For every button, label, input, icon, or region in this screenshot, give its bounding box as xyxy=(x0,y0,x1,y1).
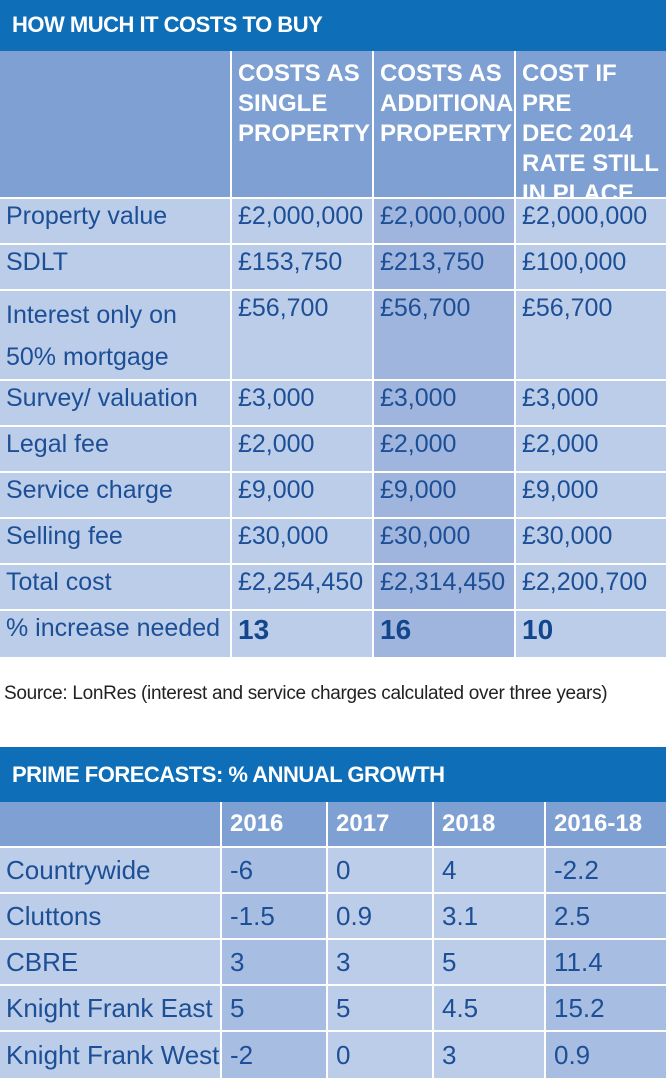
forecast-table-header-row: 2016 2017 2018 2016-18 xyxy=(0,802,666,848)
row-label: % increase needed xyxy=(0,611,232,657)
forecast-header-2016: 2016 xyxy=(222,802,328,846)
forecast-header-2018: 2018 xyxy=(434,802,546,846)
costs-header-additional: COSTS AS ADDITIONAL PROPERTY xyxy=(374,51,516,197)
table-row: Survey/ valuation £3,000 £3,000 £3,000 xyxy=(0,381,666,427)
forecast-table: PRIME FORECASTS: % ANNUAL GROWTH 2016 20… xyxy=(0,747,666,1078)
row-label: CBRE xyxy=(0,940,222,984)
forecast-header-blank xyxy=(0,802,222,846)
source-note: Source: LonRes (interest and service cha… xyxy=(4,683,608,704)
cell-value: £2,254,450 xyxy=(232,565,374,609)
cell-value: 3 xyxy=(222,940,328,984)
row-label: Knight Frank East xyxy=(0,986,222,1030)
cell-value: £30,000 xyxy=(232,519,374,563)
costs-header-single: COSTS AS SINGLE PROPERTY xyxy=(232,51,374,197)
cell-value: £2,314,450 xyxy=(374,565,516,609)
cell-value: 3.1 xyxy=(434,894,546,938)
cell-value: £30,000 xyxy=(374,519,516,563)
row-label: Total cost xyxy=(0,565,232,609)
cell-value: £2,200,700 xyxy=(516,565,666,609)
cell-value: £2,000,000 xyxy=(232,199,374,243)
cell-value: £56,700 xyxy=(232,291,374,379)
table-row: Selling fee £30,000 £30,000 £30,000 xyxy=(0,519,666,565)
table-row: SDLT £153,750 £213,750 £100,000 xyxy=(0,245,666,291)
cell-value: £2,000 xyxy=(232,427,374,471)
costs-header-blank xyxy=(0,51,232,197)
table-row: CBRE 3 3 5 11.4 xyxy=(0,940,666,986)
cell-value: £213,750 xyxy=(374,245,516,289)
cell-value: £2,000,000 xyxy=(374,199,516,243)
cell-value: £9,000 xyxy=(374,473,516,517)
cell-value: £3,000 xyxy=(374,381,516,425)
row-label: Countrywide xyxy=(0,848,222,892)
cell-value: £56,700 xyxy=(374,291,516,379)
forecast-header-2016-18: 2016-18 xyxy=(546,802,666,846)
cell-value: 3 xyxy=(328,940,434,984)
cell-value: 0.9 xyxy=(328,894,434,938)
cell-value: 0 xyxy=(328,1032,434,1078)
row-label: Selling fee xyxy=(0,519,232,563)
forecast-header-2017: 2017 xyxy=(328,802,434,846)
row-label: SDLT xyxy=(0,245,232,289)
cell-value: £3,000 xyxy=(516,381,666,425)
table-row: Cluttons -1.5 0.9 3.1 2.5 xyxy=(0,894,666,940)
cell-value: 11.4 xyxy=(546,940,666,984)
cell-value: 5 xyxy=(328,986,434,1030)
cell-value: 16 xyxy=(374,611,516,657)
row-label: Knight Frank West xyxy=(0,1032,222,1078)
table-row: Interest only on 50% mortgage £56,700 £5… xyxy=(0,291,666,381)
cell-value: 0 xyxy=(328,848,434,892)
table-row: Property value £2,000,000 £2,000,000 £2,… xyxy=(0,199,666,245)
table-row: Service charge £9,000 £9,000 £9,000 xyxy=(0,473,666,519)
costs-header-pre-dec-2014: COST IF PRE DEC 2014 RATE STILL IN PLACE xyxy=(516,51,666,197)
cell-value: £56,700 xyxy=(516,291,666,379)
row-label: Cluttons xyxy=(0,894,222,938)
costs-table-grid: COSTS AS SINGLE PROPERTY COSTS AS ADDITI… xyxy=(0,51,666,657)
cell-value: £9,000 xyxy=(516,473,666,517)
costs-table-title: HOW MUCH IT COSTS TO BUY xyxy=(0,0,666,51)
cell-value: 5 xyxy=(222,986,328,1030)
row-label: Legal fee xyxy=(0,427,232,471)
table-row: Total cost £2,254,450 £2,314,450 £2,200,… xyxy=(0,565,666,611)
row-label: Survey/ valuation xyxy=(0,381,232,425)
costs-table: HOW MUCH IT COSTS TO BUY COSTS AS SINGLE… xyxy=(0,0,666,657)
row-label: Interest only on 50% mortgage xyxy=(0,291,232,379)
cell-value: £30,000 xyxy=(516,519,666,563)
cell-value: 13 xyxy=(232,611,374,657)
cell-value: -6 xyxy=(222,848,328,892)
forecast-table-title: PRIME FORECASTS: % ANNUAL GROWTH xyxy=(0,747,666,802)
cell-value: £3,000 xyxy=(232,381,374,425)
cell-value: -1.5 xyxy=(222,894,328,938)
cell-value: 0.9 xyxy=(546,1032,666,1078)
table-row: % increase needed 13 16 10 xyxy=(0,611,666,657)
cell-value: £153,750 xyxy=(232,245,374,289)
table-row: Knight Frank West -2 0 3 0.9 xyxy=(0,1032,666,1078)
cell-value: 3 xyxy=(434,1032,546,1078)
cell-value: 2.5 xyxy=(546,894,666,938)
cell-value: 15.2 xyxy=(546,986,666,1030)
table-row: Knight Frank East 5 5 4.5 15.2 xyxy=(0,986,666,1032)
row-label: Service charge xyxy=(0,473,232,517)
cell-value: £2,000 xyxy=(374,427,516,471)
row-label: Property value xyxy=(0,199,232,243)
table-row: Countrywide -6 0 4 -2.2 xyxy=(0,848,666,894)
cell-value: £100,000 xyxy=(516,245,666,289)
cell-value: -2.2 xyxy=(546,848,666,892)
cell-value: £2,000 xyxy=(516,427,666,471)
cell-value: -2 xyxy=(222,1032,328,1078)
cell-value: £9,000 xyxy=(232,473,374,517)
cell-value: £2,000,000 xyxy=(516,199,666,243)
cell-value: 4 xyxy=(434,848,546,892)
costs-table-header-row: COSTS AS SINGLE PROPERTY COSTS AS ADDITI… xyxy=(0,51,666,199)
cell-value: 10 xyxy=(516,611,666,657)
cell-value: 4.5 xyxy=(434,986,546,1030)
cell-value: 5 xyxy=(434,940,546,984)
table-row: Legal fee £2,000 £2,000 £2,000 xyxy=(0,427,666,473)
